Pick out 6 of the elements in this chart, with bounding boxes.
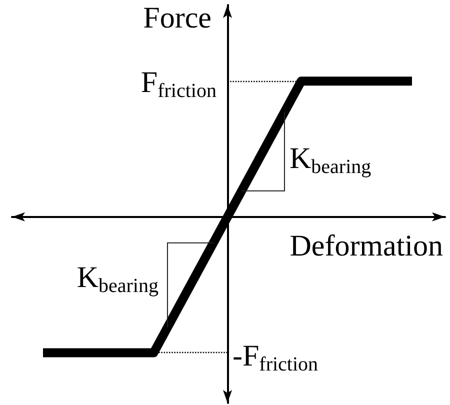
x-axis-title: Deformation: [290, 229, 443, 262]
annotation: K$_{bearing}$: [76, 260, 158, 297]
ref-line-label: F$_{friction}$: [140, 66, 216, 102]
ref-line-label: -F$_{friction}$: [232, 340, 318, 376]
annotation: K$_{bearing}$: [289, 142, 372, 178]
y-axis-title: Force: [143, 2, 212, 34]
